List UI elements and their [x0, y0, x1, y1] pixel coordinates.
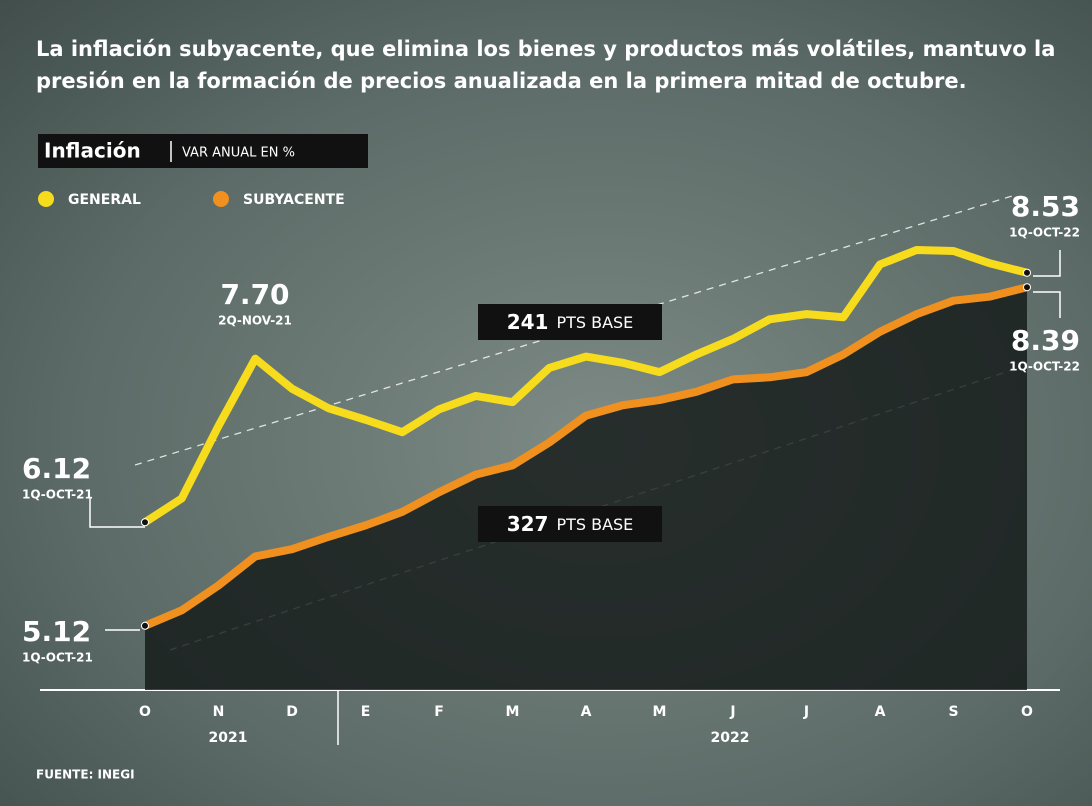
- x-tick-label: S: [948, 704, 958, 720]
- date-label: 1Q-OCT-21: [22, 488, 93, 502]
- value-label: 7.70: [220, 278, 289, 311]
- date-label: 1Q-OCT-21: [22, 651, 93, 665]
- difference-label: 327 PTS BASE: [507, 512, 634, 536]
- x-tick-label: M: [506, 704, 520, 720]
- area: [145, 287, 1027, 690]
- line: [141, 283, 1031, 630]
- unit-label: VAR ANUAL EN %: [182, 146, 295, 161]
- legend-label: GENERAL: [68, 192, 141, 208]
- point: [1023, 268, 1031, 277]
- date-label: 2Q-NOV-21: [218, 314, 292, 328]
- difference-box: [478, 304, 662, 340]
- title-line: presión en la formación de precios anual…: [36, 69, 967, 93]
- bracket: [1033, 291, 1061, 318]
- legend-label: SUBYACENTE: [243, 192, 345, 208]
- value-label: 8.39: [1011, 324, 1080, 357]
- value-label: 8.53: [1011, 190, 1080, 223]
- value-label: 6.12: [22, 452, 91, 485]
- legend-swatch: [213, 191, 229, 207]
- x-tick-label: A: [581, 704, 592, 720]
- date-label: 1Q-OCT-22: [1009, 226, 1080, 240]
- difference-box: [478, 506, 662, 542]
- x-tick-label: F: [434, 704, 444, 720]
- difference-label: 241 PTS BASE: [507, 310, 634, 334]
- bracket: [1033, 250, 1061, 277]
- x-tick-label: J: [729, 704, 735, 720]
- x-tick-label: O: [1021, 704, 1033, 720]
- label-chip: [38, 134, 368, 168]
- bracket: [89, 497, 145, 528]
- difference-value: 327: [507, 512, 549, 536]
- value-label: 5.12: [22, 615, 91, 648]
- year-label: 2022: [711, 730, 750, 746]
- title-line: La inflación subyacente, que elimina los…: [36, 37, 1055, 61]
- x-tick-label: E: [361, 704, 371, 720]
- x-tick-label: O: [139, 704, 151, 720]
- x-tick-label: M: [653, 704, 667, 720]
- x-tick-label: J: [803, 704, 809, 720]
- chart-label: Inflación: [44, 139, 141, 163]
- difference-value: 241: [507, 310, 549, 334]
- source: FUENTE: INEGI: [36, 768, 135, 782]
- x-tick-label: D: [286, 704, 298, 720]
- legend-swatch: [38, 191, 54, 207]
- x-tick-label: N: [213, 704, 225, 720]
- x-tick-label: A: [875, 704, 886, 720]
- year-label: 2021: [209, 730, 248, 746]
- difference-unit: PTS BASE: [556, 515, 633, 534]
- difference-unit: PTS BASE: [556, 313, 633, 332]
- point: [1023, 283, 1031, 292]
- point: [141, 518, 149, 527]
- point: [141, 621, 149, 630]
- line: [141, 245, 1031, 527]
- date-label: 1Q-OCT-22: [1009, 360, 1080, 374]
